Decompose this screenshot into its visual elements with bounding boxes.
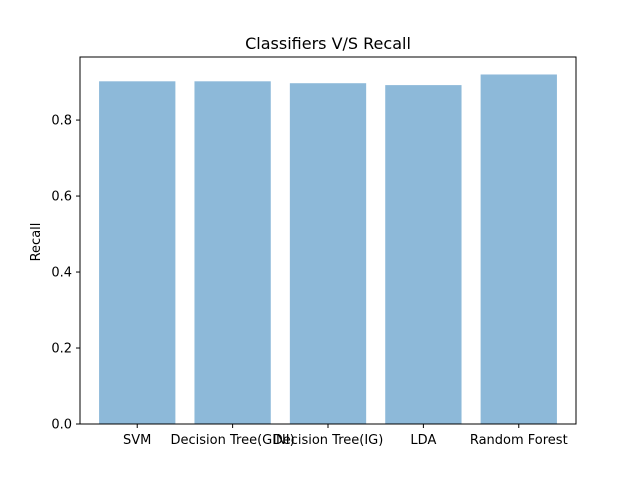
bars-group [99, 74, 557, 425]
y-tick-label-2: 0.4 [51, 266, 72, 281]
bar-3 [385, 85, 462, 425]
bar-0 [99, 81, 176, 424]
y-axis-label: Recall [29, 223, 44, 262]
y-tick-label-1: 0.2 [51, 342, 72, 357]
y-tick-label-4: 0.8 [51, 114, 72, 129]
x-tick-label-3: LDA [410, 433, 436, 448]
bar-4 [480, 74, 557, 424]
bar-1 [194, 81, 271, 424]
plot-frame [79, 56, 577, 425]
y-ticks-group: 0.0 0.2 0.4 0.6 0.8 [51, 114, 80, 433]
x-tick-label-1: Decision Tree(GINI) [171, 433, 295, 448]
bar-2 [289, 83, 367, 425]
x-ticks-group: SVM Decision Tree(GINI)Decision Tree(IG) L… [123, 424, 568, 448]
y-tick-label-0: 0.0 [51, 418, 72, 433]
x-tick-label-0: SVM [123, 433, 151, 448]
x-tick-label-2: Decision Tree(IG) [273, 433, 384, 448]
x-tick-label-4: Random Forest [470, 433, 568, 448]
chart-title: Classifiers V/S Recall [245, 34, 411, 53]
y-tick-label-3: 0.6 [51, 190, 72, 205]
